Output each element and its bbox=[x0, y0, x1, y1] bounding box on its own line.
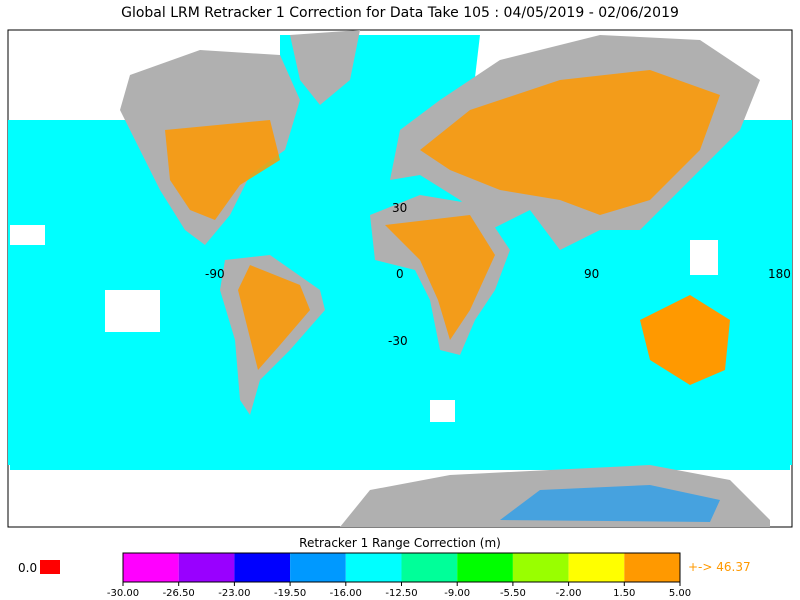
color-segment bbox=[290, 553, 346, 582]
overflow-label: +-> 46.37 bbox=[688, 560, 751, 574]
tick-label: -2.00 bbox=[556, 588, 582, 599]
map: -90 0 90 180 30 -30 bbox=[7, 29, 793, 528]
color-segment bbox=[401, 553, 458, 582]
land-data bbox=[385, 215, 495, 340]
nodata-swatch bbox=[40, 560, 60, 574]
no-data bbox=[690, 240, 718, 275]
color-segment bbox=[178, 553, 235, 582]
legend-title: Retracker 1 Range Correction (m) bbox=[299, 536, 501, 550]
land-data bbox=[238, 265, 310, 370]
nodata-label: 0.0 bbox=[18, 561, 37, 575]
no-data bbox=[10, 225, 45, 245]
latitude-label: 30 bbox=[392, 201, 407, 215]
color-segment bbox=[624, 553, 680, 582]
longitude-label: 90 bbox=[584, 267, 599, 281]
colorbar: -30.00 -26.50 -23.00 -19.50 -16.00 -12.50 -9.0… bbox=[107, 552, 691, 599]
color-segment bbox=[123, 553, 179, 582]
tick-label: 5.00 bbox=[669, 588, 691, 599]
color-segment bbox=[345, 553, 402, 582]
colorbar-frame bbox=[122, 552, 681, 583]
ocean bbox=[10, 440, 790, 470]
land-data bbox=[500, 485, 720, 522]
tick-label: -9.00 bbox=[444, 588, 470, 599]
no-data bbox=[105, 290, 160, 332]
longitude-label: 180 bbox=[768, 267, 791, 281]
land-data bbox=[165, 120, 280, 220]
color-segment bbox=[457, 553, 513, 582]
color-segment bbox=[234, 553, 291, 582]
latitude-label: -30 bbox=[388, 334, 408, 348]
tick-label: 1.50 bbox=[613, 588, 635, 599]
land-data bbox=[420, 70, 720, 215]
tick-label: -26.50 bbox=[163, 588, 195, 599]
color-segment bbox=[568, 553, 625, 582]
title: Global LRM Retracker 1 Correction for Da… bbox=[121, 5, 679, 21]
no-data bbox=[430, 400, 455, 422]
tick-label: -16.00 bbox=[330, 588, 362, 599]
longitude-label: 0 bbox=[396, 267, 404, 281]
tick-label: -5.50 bbox=[500, 588, 526, 599]
tick-label: -12.50 bbox=[385, 588, 417, 599]
longitude-label: -90 bbox=[205, 267, 225, 281]
tick-label: -19.50 bbox=[274, 588, 306, 599]
color-segment bbox=[512, 553, 569, 582]
land bbox=[290, 30, 360, 105]
land-data bbox=[640, 295, 730, 385]
tick-label: -23.00 bbox=[218, 588, 250, 599]
tick-label: -30.00 bbox=[107, 588, 139, 599]
